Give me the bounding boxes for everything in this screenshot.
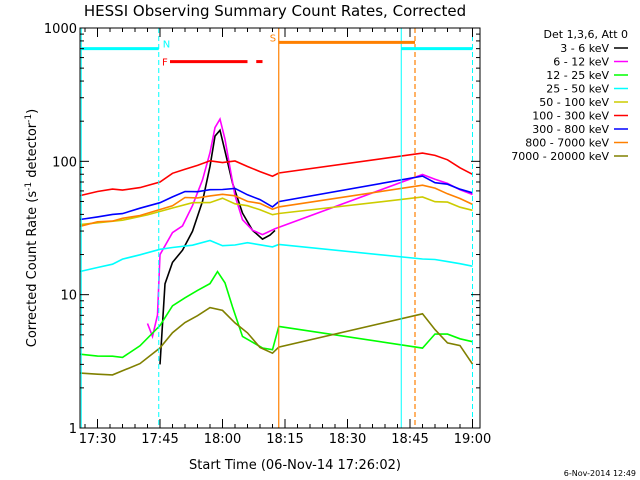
legend-label-1: 6 - 12 keV (553, 56, 609, 69)
legend-header: Det 1,3,6, Att 0 (544, 28, 628, 41)
series-line-3 (79, 239, 473, 273)
x-axis-label: Start Time (06-Nov-14 17:26:02) (189, 458, 401, 473)
x-tick-label-1: 17:45 (141, 432, 178, 447)
series-line-2 (79, 270, 473, 359)
timestamp: 6-Nov-2014 12:49 (564, 469, 636, 478)
x-tick-label-4: 18:30 (329, 432, 366, 447)
flag-letter-N: N (163, 40, 170, 51)
x-tick-label-6: 19:00 (454, 432, 491, 447)
flag-letter-S: S (270, 33, 276, 44)
y-tick-label-3: 1000 (44, 22, 77, 37)
series-line-0 (159, 128, 276, 365)
x-tick-label-2: 18:00 (204, 432, 241, 447)
x-tick-label-3: 18:15 (266, 432, 303, 447)
series-line-1 (146, 117, 473, 340)
plot-area: N S F (79, 28, 474, 428)
legend-label-7: 800 - 7000 keV (525, 137, 609, 150)
x-tick-label-5: 18:45 (391, 432, 428, 447)
legend-label-6: 300 - 800 keV (532, 123, 609, 136)
y-axis-label-part1: Corrected Count Rate (s (25, 191, 40, 348)
legend-label-2: 12 - 25 keV (546, 69, 609, 82)
series-line-4 (79, 196, 473, 226)
y-axis-label: Corrected Count Rate (s-1 detector-1) (24, 109, 40, 347)
y-axis-label-sup2: -1 (24, 114, 34, 123)
y-tick-label-2: 100 (52, 155, 77, 170)
chart-title: HESSI Observing Summary Count Rates, Cor… (84, 2, 466, 20)
y-axis-label-sup1: -1 (24, 182, 34, 191)
axis-ticks: 17:30 17:45 18:00 18:15 18:30 18:45 19:00 1 10 10… (44, 22, 491, 447)
legend-label-0: 3 - 6 keV (560, 42, 609, 55)
series-line-7 (79, 184, 473, 228)
x-tick-label-0: 17:30 (79, 432, 116, 447)
plot-frame (79, 27, 481, 429)
y-axis-label-part2: detector (25, 122, 40, 182)
series-line-8 (79, 306, 474, 376)
flag-letter-F: F (162, 58, 168, 69)
legend-label-8: 7000 - 20000 keV (511, 150, 609, 163)
y-tick-label-0: 1 (69, 422, 77, 437)
series-line-6 (79, 175, 473, 221)
series-line-5 (79, 152, 473, 197)
y-tick-label-1: 10 (60, 289, 77, 304)
legend-label-4: 50 - 100 keV (539, 96, 609, 109)
legend-label-5: 100 - 300 keV (532, 110, 609, 123)
legend-label-3: 25 - 50 keV (546, 83, 609, 96)
y-axis-label-part3: ) (25, 109, 40, 114)
